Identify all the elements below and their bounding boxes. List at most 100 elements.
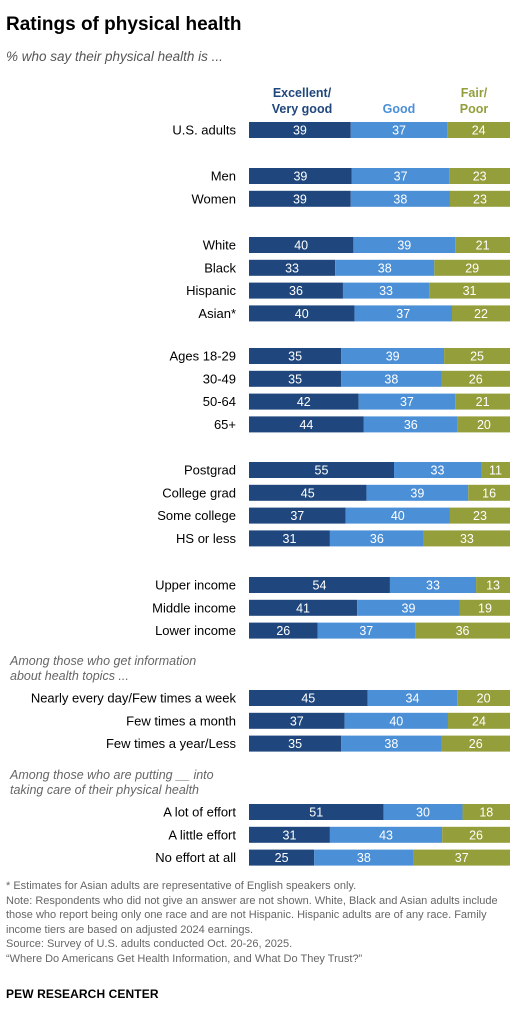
row-label: HS or less [176,531,236,546]
stacked-bar-chart: U.S. adults 39 37 24 Men 39 37 23 Women 39 38 23 Whi… [9,122,510,866]
data-label: 39 [293,170,307,184]
data-label: 37 [290,509,304,523]
bar-segment [389,577,477,593]
group-heading: Among those who are putting __ into [9,768,214,782]
data-label: 24 [472,714,486,728]
bar-segment [423,530,510,547]
bar-segment [452,305,510,322]
bar-segment [449,168,510,184]
bar-segment [249,370,342,387]
row-label: White [203,238,236,253]
bar-segment [462,804,510,820]
data-label: 37 [392,124,406,138]
bar-segment [449,507,510,524]
row-label: U.S. adults [172,123,236,138]
data-label: 26 [469,372,483,386]
data-label: 39 [410,486,424,500]
data-label: 38 [357,851,371,865]
bar-segment [249,237,354,253]
data-label: 39 [386,350,400,364]
data-label: 18 [479,806,493,820]
row-label: Few times a month [126,713,236,728]
row-label: Postgrad [184,463,236,478]
data-label: 39 [293,124,307,138]
data-label: 40 [295,307,309,321]
legend-excellent-very-good: Excellent/ Very good [271,86,333,116]
row-label: Black [204,260,236,275]
bar-segment [367,690,458,706]
data-label: 16 [482,486,496,500]
row-label: Hispanic [186,283,236,298]
data-label: 23 [473,192,487,206]
bar-segment [249,507,346,524]
data-label: 36 [456,624,470,638]
bar-segment [317,622,416,639]
data-label: 45 [301,692,315,706]
data-label: 26 [469,828,483,842]
data-label: 30 [416,806,430,820]
bar-segment [249,305,355,322]
bar-segment [249,484,367,501]
bar-segment [249,530,330,547]
bar-segment [353,237,456,253]
row-label: A little effort [168,827,236,842]
bar-segment [341,735,442,752]
data-label: 33 [431,464,445,478]
data-label: 11 [489,464,502,478]
data-label: 55 [315,464,329,478]
row-label: College grad [162,485,236,500]
bar-segment [249,849,315,866]
data-label: 54 [313,579,327,593]
bar-segment [455,393,510,410]
data-label: 29 [465,261,479,275]
bar-segment [383,804,463,820]
data-label: 39 [397,239,411,253]
row-label: Upper income [155,578,236,593]
row-label: Some college [157,508,236,523]
data-label: 20 [477,418,491,432]
data-label: 22 [474,307,488,321]
bar-segment [459,599,510,616]
data-label: 45 [301,486,315,500]
bar-segment [447,712,510,729]
data-label: 35 [288,350,302,364]
data-label: 37 [396,307,410,321]
notes: * Estimates for Asian adults are represe… [6,879,512,967]
data-label: 36 [404,418,418,432]
bar-segment [249,168,352,184]
bar-segment [344,712,448,729]
bar-segment [249,393,359,410]
data-label: 37 [400,395,414,409]
bar-segment [481,462,510,478]
data-label: 40 [391,509,405,523]
bar-segment [341,348,445,364]
note-source: Source: Survey of U.S. adults conducted … [6,938,293,951]
bar-segment [342,282,430,299]
bar-segment [457,416,510,433]
bar-segment [249,282,343,299]
note-respondents: Note: Respondents who did not give an an… [6,894,498,936]
chart-title: Ratings of physical health [6,14,242,35]
bar-segment [249,804,384,820]
data-label: 23 [473,170,487,184]
bar-segment [249,190,351,207]
group-heading: taking care of their physical health [10,783,199,797]
bar-segment [429,282,510,299]
data-label: 26 [276,624,290,638]
bar-segment [415,622,510,639]
data-label: 19 [478,601,492,615]
data-label: 13 [486,579,500,593]
row-label: Women [191,191,236,206]
bar-segment [358,393,456,410]
bar-segment [350,190,450,207]
bar-segment [394,462,481,478]
data-label: 21 [476,239,490,253]
bar-segment [249,122,351,138]
bar-segment [249,599,358,616]
bar-segment [354,305,452,322]
bar-segment [413,849,510,866]
bar-segment [329,530,424,547]
bar-segment [366,484,469,501]
bar-segment [329,826,443,843]
row-label: 50-64 [203,394,236,409]
